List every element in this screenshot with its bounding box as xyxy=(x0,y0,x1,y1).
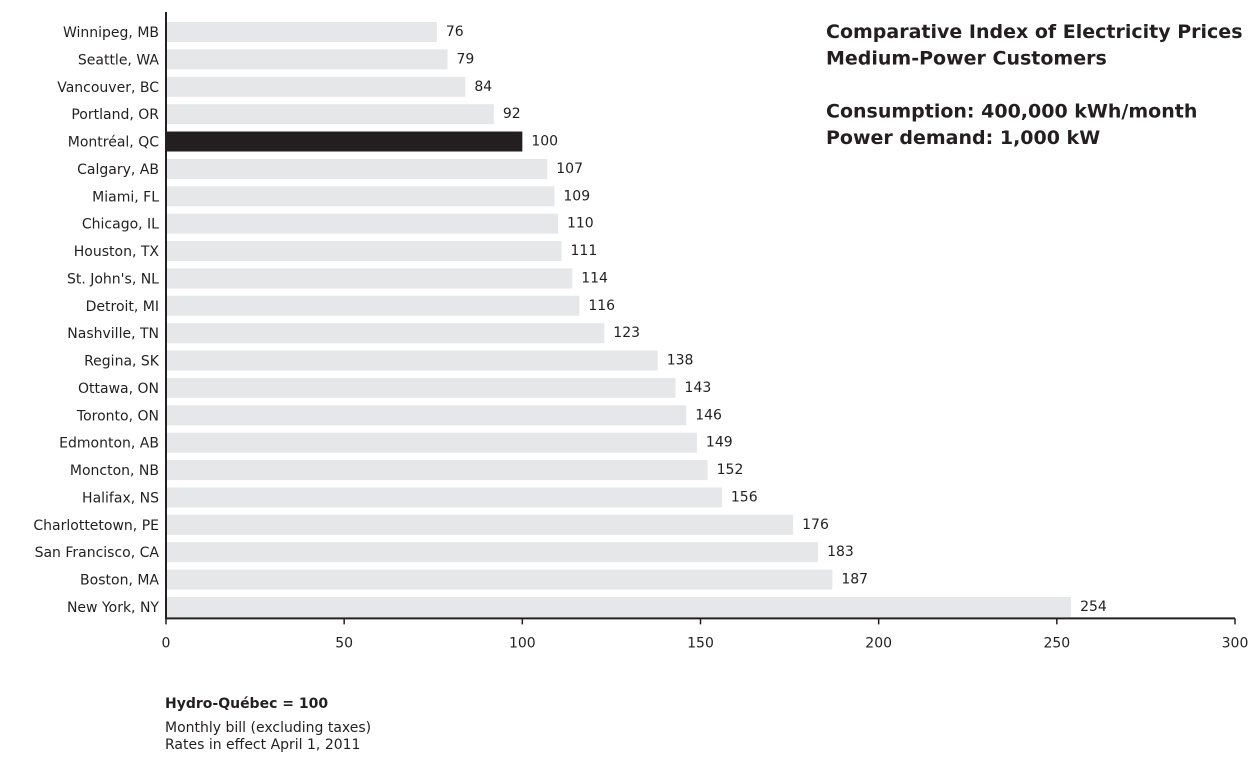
x-tick-label: 100 xyxy=(509,635,536,651)
value-label: 176 xyxy=(802,517,829,533)
chart-title-block: Comparative Index of Electricity Prices M… xyxy=(826,21,1243,149)
category-label: Portland, OR xyxy=(71,107,159,123)
bar xyxy=(167,487,722,508)
category-label: Ottawa, ON xyxy=(78,381,159,397)
note-line-2: Rates in effect April 1, 2011 xyxy=(165,737,361,753)
bar xyxy=(167,295,580,316)
bar xyxy=(167,158,548,179)
x-tick-label: 50 xyxy=(335,635,353,651)
category-label: Vancouver, BC xyxy=(57,80,159,96)
bar xyxy=(167,241,562,262)
bar xyxy=(167,460,708,481)
category-label: New York, NY xyxy=(67,600,159,616)
x-tick-label: 250 xyxy=(1043,635,1070,651)
category-label: Boston, MA xyxy=(80,573,159,589)
value-label: 187 xyxy=(841,572,868,588)
value-label: 110 xyxy=(567,216,594,232)
value-label: 79 xyxy=(457,51,475,67)
value-label: 123 xyxy=(613,325,640,341)
category-label: Edmonton, AB xyxy=(59,436,159,452)
value-label: 92 xyxy=(503,106,521,122)
bar xyxy=(167,268,573,289)
category-label: Toronto, ON xyxy=(76,408,159,424)
value-label: 138 xyxy=(667,353,694,369)
value-label: 114 xyxy=(581,270,608,286)
value-label: 146 xyxy=(695,407,722,423)
bars-group xyxy=(167,22,1072,617)
category-label: St. John's, NL xyxy=(67,271,159,287)
index-note-heading: Hydro-Québec = 100 xyxy=(165,696,329,712)
bar xyxy=(167,405,687,426)
x-tick-label: 200 xyxy=(865,635,892,651)
category-label: Charlottetown, PE xyxy=(33,518,159,534)
value-label: 156 xyxy=(731,489,758,505)
bar xyxy=(167,350,658,371)
category-label: Calgary, AB xyxy=(77,162,159,178)
value-label: 254 xyxy=(1080,599,1107,615)
bar-chart: Winnipeg, MB Seattle, WA Vancouver, BC Port… xyxy=(33,12,1249,651)
bar xyxy=(167,377,676,398)
x-tick-label: 300 xyxy=(1222,635,1249,651)
category-label: Regina, SK xyxy=(84,354,160,370)
x-tick-label: 0 xyxy=(162,635,171,651)
x-tick-label: 150 xyxy=(687,635,714,651)
value-label: 107 xyxy=(556,161,583,177)
value-label: 100 xyxy=(531,134,558,150)
value-label: 143 xyxy=(685,380,712,396)
bar xyxy=(167,432,697,453)
chart-title-line: Power demand: 1,000 kW xyxy=(826,127,1100,149)
value-labels-group: 76 79 84 92 100 107 109 110 111 114 116 123 138 143 14… xyxy=(446,24,1107,615)
chart-title-line: Comparative Index of Electricity Prices xyxy=(826,21,1243,43)
x-axis-ticks-group: 0 50 100 150 200 250 300 xyxy=(162,618,1249,651)
value-label: 152 xyxy=(717,462,744,478)
chart-title-line: Consumption: 400,000 kWh/month xyxy=(826,101,1197,123)
value-label: 109 xyxy=(563,188,590,204)
category-label: Halifax, NS xyxy=(82,490,159,506)
chart-title-line: Medium-Power Customers xyxy=(826,48,1107,70)
bar xyxy=(167,131,523,152)
bar xyxy=(167,323,605,344)
category-label: Houston, TX xyxy=(74,244,160,260)
value-label: 111 xyxy=(571,243,598,259)
category-label: Chicago, IL xyxy=(82,217,159,233)
category-label: Winnipeg, MB xyxy=(63,25,159,41)
category-label: Miami, FL xyxy=(92,189,159,205)
bar xyxy=(167,596,1072,617)
note-line-1: Monthly bill (excluding taxes) xyxy=(165,720,372,736)
category-labels-group: Winnipeg, MB Seattle, WA Vancouver, BC Port… xyxy=(33,25,159,616)
category-label: Montréal, QC xyxy=(68,135,159,151)
category-label: Seattle, WA xyxy=(78,52,160,68)
bar xyxy=(167,542,819,563)
value-label: 116 xyxy=(588,298,615,314)
bar xyxy=(167,213,558,234)
bar xyxy=(167,76,466,97)
category-label: Nashville, TN xyxy=(67,326,159,342)
value-label: 76 xyxy=(446,24,464,40)
value-label: 183 xyxy=(827,544,854,560)
value-label: 84 xyxy=(474,79,492,95)
bar xyxy=(167,22,437,42)
category-label: Detroit, MI xyxy=(86,299,159,315)
bar xyxy=(167,569,833,590)
bar xyxy=(167,514,794,535)
value-label: 149 xyxy=(706,435,733,451)
category-label: Moncton, NB xyxy=(70,463,159,479)
bar xyxy=(167,186,555,207)
bar xyxy=(167,49,448,70)
bar xyxy=(167,104,494,125)
category-label: San Francisco, CA xyxy=(35,545,160,561)
